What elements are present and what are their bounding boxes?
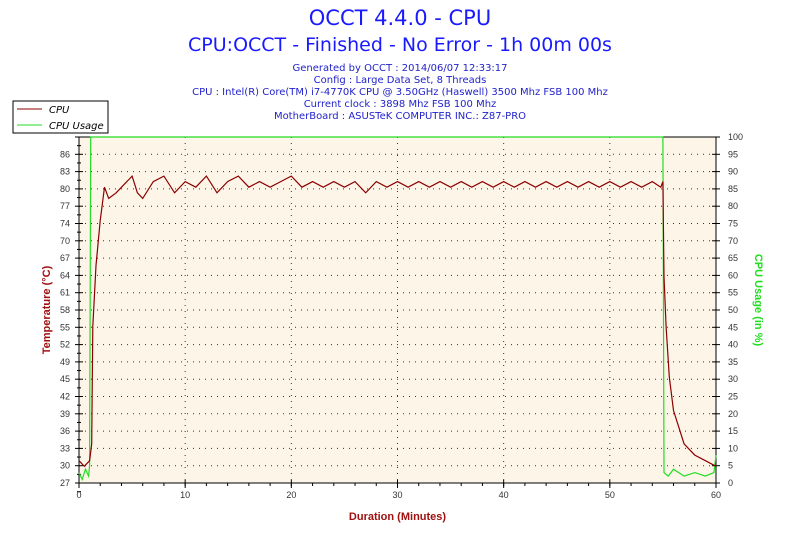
y-tick-label: 45 (60, 374, 70, 384)
y2-tick-label: 15 (728, 426, 738, 436)
y-tick-label: 55 (60, 322, 70, 332)
info-clock: Current clock : 3898 Mhz FSB 100 Mhz (303, 99, 497, 110)
y2-tick-label: 30 (728, 374, 738, 384)
y2-tick-label: 65 (728, 253, 738, 263)
legend-label: CPU (49, 105, 70, 116)
x-tick-label: 40 (499, 490, 509, 500)
y2-tick-label: 100 (728, 132, 743, 142)
y2-tick-label: 80 (728, 201, 738, 211)
y-tick-label: 36 (60, 426, 70, 436)
x-tick-label: 60 (711, 490, 721, 500)
legend-label: CPU Usage (49, 121, 104, 132)
info-generated: Generated by OCCT : 2014/06/07 12:33:17 (292, 63, 508, 74)
y2-tick-label: 20 (728, 409, 738, 419)
x-tick-label: 30 (392, 490, 402, 500)
y2-tick-label: 85 (728, 184, 738, 194)
y2-tick-label: 60 (728, 270, 738, 280)
y2-tick-label: 75 (728, 219, 738, 229)
y2-tick-label: 35 (728, 357, 738, 367)
y-tick-label: 49 (60, 357, 70, 367)
y2-tick-label: 45 (728, 322, 738, 332)
x-tick-label: 20 (286, 490, 296, 500)
y-tick-label: 77 (60, 201, 70, 211)
chart-subtitle: CPU:OCCT - Finished - No Error - 1h 00m … (188, 34, 612, 56)
x-tick-label: 10 (180, 490, 190, 500)
x-tick-label: 50 (605, 490, 615, 500)
y-tick-label: 52 (60, 340, 70, 350)
info-motherboard: MotherBoard : ASUSTeK COMPUTER INC.: Z87… (273, 111, 527, 122)
y-tick-label: 33 (60, 443, 70, 453)
y-tick-label: 70 (60, 236, 70, 246)
y2-tick-label: 0 (728, 478, 733, 488)
y-tick-label: 58 (60, 305, 70, 315)
x-axis-label: Duration (Minutes) (349, 511, 446, 523)
y2-tick-label: 50 (728, 305, 738, 315)
y-tick-label: 80 (60, 184, 70, 194)
y-tick-label: 74 (60, 219, 70, 229)
y-axis-label: Temperature (°C) (41, 265, 53, 354)
y-tick-label: 61 (60, 288, 70, 298)
y2-tick-label: 70 (728, 236, 738, 246)
legend-box (12, 100, 109, 134)
y2-tick-label: 90 (728, 167, 738, 177)
y-tick-label: 27 (60, 478, 70, 488)
y-tick-label: 86 (60, 149, 70, 159)
y2-tick-label: 40 (728, 340, 738, 350)
y2-axis-label: CPU Usage (in %) (752, 254, 764, 347)
y-tick-label: 30 (60, 461, 70, 471)
y2-tick-label: 10 (728, 443, 738, 453)
y2-tick-label: 95 (728, 149, 738, 159)
y-tick-label: 64 (60, 270, 70, 280)
y-tick-label: 83 (60, 167, 70, 177)
y-tick-label: 39 (60, 409, 70, 419)
info-cpu: CPU : Intel(R) Core(TM) i7-4770K CPU @ 3… (192, 87, 608, 98)
y-tick-label: 42 (60, 392, 70, 402)
y2-tick-label: 25 (728, 392, 738, 402)
chart-title: OCCT 4.4.0 - CPU (308, 6, 492, 30)
info-config: Config : Large Data Set, 8 Threads (313, 75, 487, 86)
series-line-cpu-usage (78, 136, 717, 482)
x-tick-label: 0 (76, 490, 81, 500)
y-tick-label: 67 (60, 253, 70, 263)
y2-tick-label: 5 (728, 461, 733, 471)
y2-tick-label: 55 (728, 288, 738, 298)
series-line-cpu (78, 174, 717, 468)
